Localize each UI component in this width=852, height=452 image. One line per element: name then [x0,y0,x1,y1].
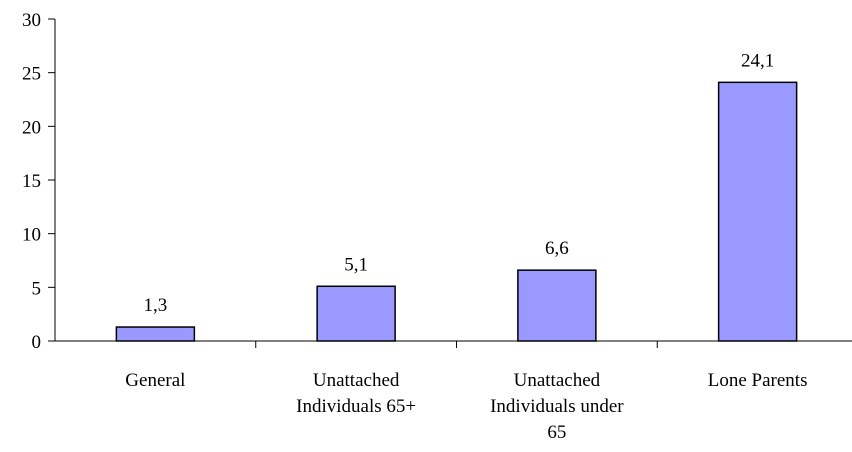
bar [316,285,396,342]
category-label-line: Individuals 65+ [296,396,416,417]
category-label-line: 65 [547,422,566,443]
category-label-line: Individuals under [490,396,624,417]
y-tick-label: 30 [22,10,41,31]
category-label: General [125,370,185,391]
category-label-line: Unattached [313,370,400,391]
data-label: 24,1 [741,50,774,71]
category-label-line: Unattached [514,370,601,391]
y-axis: 0 5 10 15 20 25 30 [22,10,56,353]
category-label-line: Lone Parents [708,370,808,391]
data-label: 5,1 [344,254,368,275]
x-axis [55,340,852,348]
bars [115,81,798,342]
data-labels: 1,3 5,1 6,6 24,1 [144,50,775,316]
y-tick-label: 0 [32,332,42,353]
category-label: Lone Parents [708,370,808,391]
bar [717,81,798,342]
category-label: Unattached Individuals under 65 [490,370,624,443]
y-tick-label: 10 [22,225,41,246]
bar [115,326,196,342]
y-tick-label: 5 [32,278,42,299]
data-label: 1,3 [144,295,168,316]
y-tick-label: 15 [22,171,41,192]
category-label: Unattached Individuals 65+ [296,370,416,417]
y-tick-label: 25 [22,64,41,85]
category-label-line: General [125,370,185,391]
y-tick-label: 20 [22,117,41,138]
bar [517,269,597,342]
data-label: 6,6 [545,238,569,259]
